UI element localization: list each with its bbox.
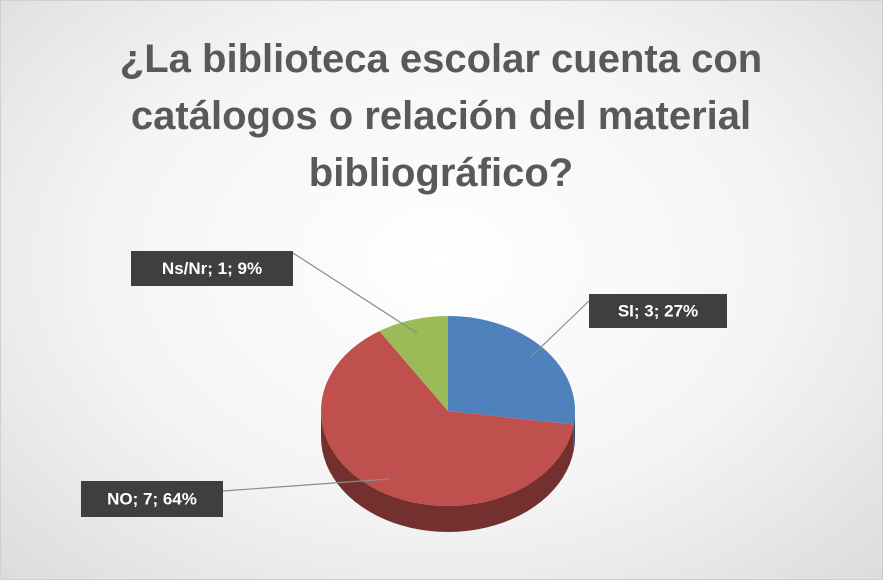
slice <box>321 331 574 506</box>
slice <box>448 316 575 425</box>
slice-side <box>573 411 575 451</box>
leader-line <box>529 300 590 359</box>
chart-title: ¿La biblioteca escolar cuenta con catálo… <box>119 37 763 195</box>
leader-line <box>292 252 418 335</box>
slice-side <box>321 411 574 532</box>
label-box <box>81 481 223 517</box>
data-label: Ns/Nr; 1; 9% <box>162 259 262 278</box>
slice <box>379 316 448 411</box>
label-box <box>131 251 293 286</box>
leader-line <box>222 478 390 492</box>
data-label: NO; 7; 64% <box>107 489 197 508</box>
label-box <box>589 294 727 328</box>
data-label: SI; 3; 27% <box>618 301 698 320</box>
